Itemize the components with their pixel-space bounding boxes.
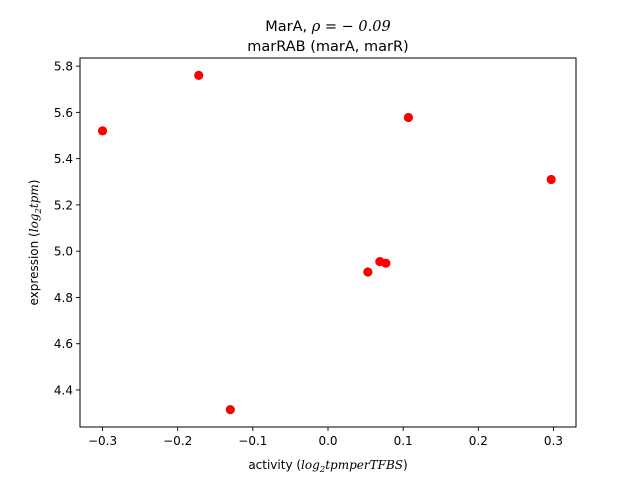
- y-tick-label: 5.2: [54, 198, 73, 212]
- x-tick-label: 0.1: [394, 434, 413, 448]
- data-point: [97, 126, 108, 136]
- y-tick-label: 4.6: [54, 337, 73, 351]
- y-tick-label: 5.0: [54, 245, 73, 259]
- data-point: [225, 405, 235, 415]
- data-point: [363, 267, 373, 277]
- x-tick-label: −0.2: [163, 434, 192, 448]
- y-tick-label: 5.8: [54, 60, 73, 74]
- data-point: [381, 258, 391, 268]
- y-axis-ticks: 4.4 4.6 4.8 5.0 5.2 5.4 5.6 5.8: [54, 60, 80, 397]
- y-tick-label: 4.8: [54, 291, 73, 305]
- y-axis-label: expression (log2tpm): [27, 180, 44, 306]
- y-tick-label: 4.4: [54, 383, 73, 397]
- chart-title-line1: MarA, ρ = − 0.09: [265, 19, 390, 35]
- data-point: [546, 174, 556, 185]
- x-axis-ticks: −0.3 −0.2 −0.1 0.0 0.1 0.2 0.3: [88, 427, 563, 448]
- y-tick-label: 5.4: [54, 152, 73, 166]
- data-point: [194, 70, 204, 80]
- chart-title-line2: marRAB (marA, marR): [247, 39, 408, 55]
- x-tick-label: 0.2: [469, 434, 488, 448]
- x-tick-label: 0.0: [318, 434, 337, 448]
- data-points: [97, 70, 556, 415]
- x-tick-label: −0.1: [238, 434, 267, 448]
- data-point: [403, 112, 414, 123]
- y-tick-label: 5.6: [54, 106, 73, 120]
- x-axis-label: activity (log2tpmperTFBS): [248, 458, 407, 475]
- x-tick-label: 0.3: [544, 434, 563, 448]
- x-tick-label: −0.3: [88, 434, 117, 448]
